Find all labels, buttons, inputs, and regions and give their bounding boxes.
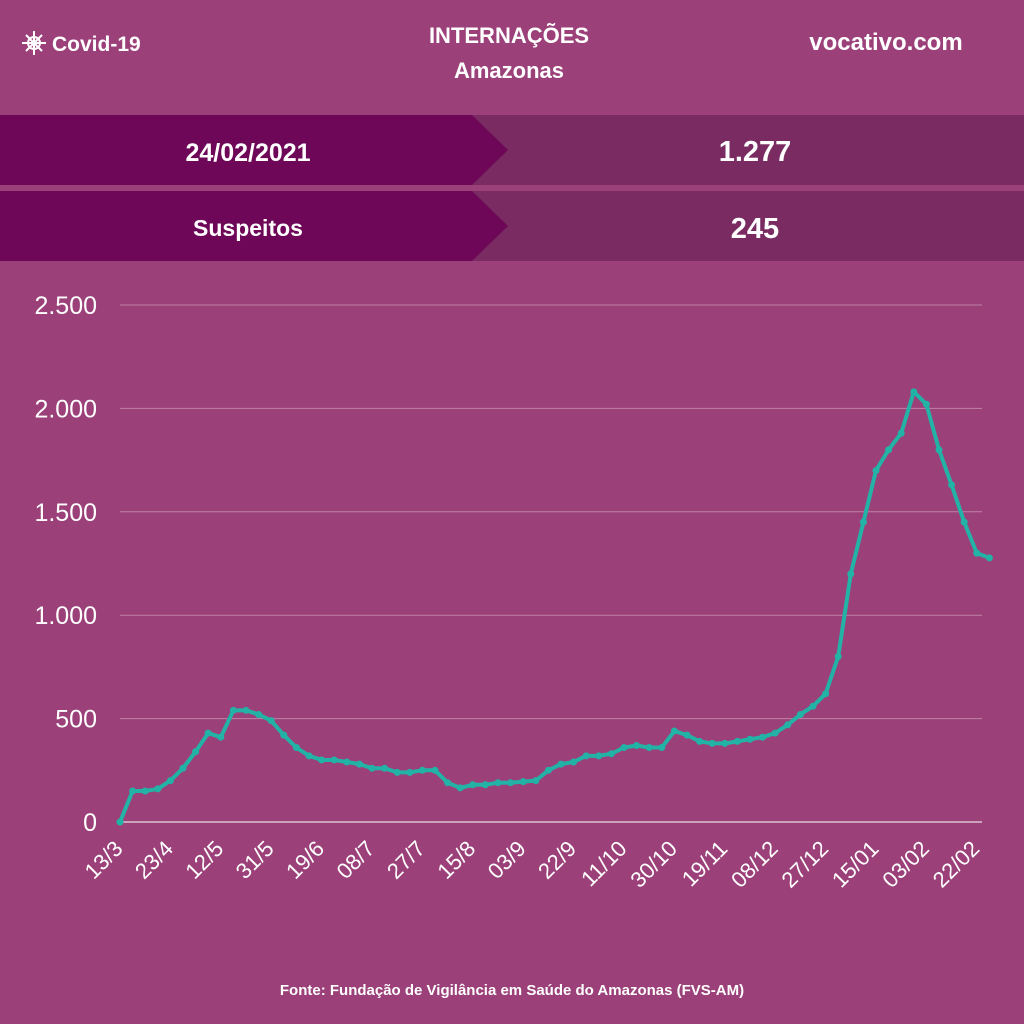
data-point: [960, 518, 968, 526]
y-tick-label: 2.000: [34, 395, 97, 423]
y-tick-label: 500: [55, 706, 97, 734]
data-point: [381, 764, 389, 772]
data-point: [746, 735, 754, 743]
data-point: [822, 690, 830, 698]
data-point: [771, 729, 779, 737]
data-point: [267, 717, 275, 725]
data-point: [557, 760, 565, 768]
data-point: [935, 446, 943, 454]
data-point: [418, 766, 426, 774]
title: INTERNAÇÕES: [429, 23, 589, 48]
data-point: [292, 744, 300, 752]
y-tick-label: 0: [83, 809, 97, 837]
data-point: [469, 781, 477, 789]
data-point: [796, 710, 804, 718]
data-point: [343, 758, 351, 766]
data-point: [519, 778, 527, 786]
data-point: [708, 739, 716, 747]
data-point: [481, 781, 489, 789]
data-point: [217, 733, 225, 741]
data-point: [948, 481, 956, 489]
data-point: [355, 760, 363, 768]
row-label-bg: [0, 191, 508, 261]
data-point: [872, 466, 880, 474]
data-point: [834, 653, 842, 661]
data-point: [456, 784, 464, 792]
data-point: [733, 737, 741, 745]
data-point: [670, 727, 678, 735]
data-point: [116, 818, 124, 826]
data-point: [507, 779, 515, 787]
site: vocativo.com: [809, 29, 962, 56]
y-tick-label: 2.500: [34, 292, 97, 320]
data-point: [582, 752, 590, 760]
source: Fonte: Fundação de Vigilância em Saúde d…: [280, 982, 744, 999]
data-line: [118, 389, 991, 823]
data-point: [255, 710, 263, 718]
data-point: [544, 766, 552, 774]
data-point: [683, 731, 691, 739]
suspects-label: Suspeitos: [193, 215, 303, 241]
covid-icon: [22, 31, 46, 55]
date: 24/02/2021: [185, 139, 310, 167]
data-point: [532, 777, 540, 785]
data-point: [406, 768, 414, 776]
data-point: [141, 787, 149, 795]
data-point: [897, 429, 905, 437]
data-point: [305, 752, 313, 760]
data-point: [645, 744, 653, 752]
data-point: [721, 739, 729, 747]
data-point: [985, 554, 993, 562]
data-point: [444, 779, 452, 787]
data-point: [696, 737, 704, 745]
data-point: [859, 518, 867, 526]
data-point: [494, 779, 502, 787]
subtitle: Amazonas: [454, 58, 564, 83]
data-point: [759, 733, 767, 741]
data-point: [330, 756, 338, 764]
data-point: [204, 729, 212, 737]
y-tick-label: 1.000: [34, 602, 97, 630]
data-point: [431, 766, 439, 774]
data-point: [242, 706, 250, 714]
data-point: [885, 446, 893, 454]
data-point: [847, 570, 855, 578]
data-point: [620, 744, 628, 752]
data-point: [595, 752, 603, 760]
data-point: [910, 388, 918, 396]
data-point: [129, 787, 137, 795]
data-point: [809, 702, 817, 710]
total: 1.277: [719, 136, 792, 168]
data-point: [192, 748, 200, 756]
data-point: [166, 777, 174, 785]
data-point: [229, 706, 237, 714]
data-point: [784, 721, 792, 729]
data-point: [179, 764, 187, 772]
data-point: [393, 768, 401, 776]
data-point: [368, 764, 376, 772]
brand: Covid-19: [52, 33, 141, 56]
row-label-bg: [0, 115, 508, 185]
data-point: [973, 549, 981, 557]
data-point: [154, 785, 162, 793]
data-point: [922, 400, 930, 408]
suspects: 245: [731, 213, 779, 245]
data-point: [658, 744, 666, 752]
y-tick-label: 1.500: [34, 499, 97, 527]
data-point: [607, 750, 615, 758]
data-point: [570, 758, 578, 766]
data-point: [280, 731, 288, 739]
data-point: [318, 756, 326, 764]
data-point: [633, 741, 641, 749]
